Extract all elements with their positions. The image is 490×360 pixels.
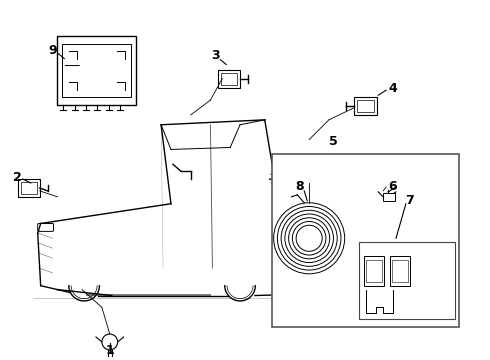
Text: 1: 1 (105, 344, 114, 357)
Text: 9: 9 (48, 44, 57, 57)
Bar (62, 44, 131, 97)
Bar (367, 260, 382, 282)
Text: 7: 7 (405, 194, 414, 207)
Bar (271, 154, 459, 327)
Text: 5: 5 (329, 135, 338, 148)
Bar (18, 179, 40, 197)
Bar (219, 71, 240, 88)
Circle shape (102, 334, 118, 350)
Bar (383, 193, 395, 201)
Bar (357, 100, 374, 112)
Bar (390, 256, 410, 286)
Bar (359, 242, 455, 319)
Bar (365, 256, 384, 286)
Text: 3: 3 (211, 49, 220, 62)
Text: 2: 2 (13, 171, 22, 184)
Bar (57, 36, 136, 105)
Text: 4: 4 (389, 82, 397, 95)
Bar (221, 73, 237, 85)
Bar (354, 97, 377, 115)
Bar (392, 260, 408, 282)
FancyBboxPatch shape (38, 224, 53, 231)
Bar (21, 182, 37, 194)
Text: 8: 8 (295, 180, 304, 193)
Text: 6: 6 (389, 180, 397, 193)
